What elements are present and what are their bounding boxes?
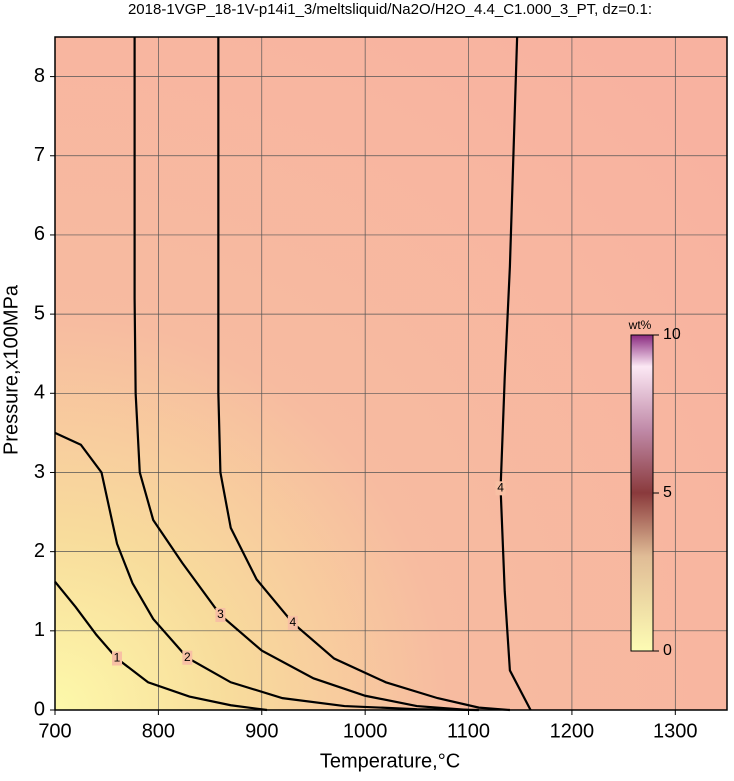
colorbar-tick-label: 10 (663, 326, 681, 343)
x-tick-label: 800 (142, 720, 175, 742)
contour-label-bg (287, 615, 298, 630)
x-tick-label: 1100 (447, 720, 490, 742)
plot-background (55, 37, 727, 710)
contour-label-bg (112, 651, 123, 666)
y-tick-label: 7 (34, 144, 45, 166)
y-tick-label: 0 (34, 698, 45, 720)
contour-line (54, 431, 479, 712)
plot-frame (54, 36, 728, 711)
contour-label: 3 (217, 607, 224, 621)
contour-label-bg (182, 650, 193, 665)
contour-label: 4 (497, 480, 504, 494)
x-tick-label: 1000 (343, 720, 388, 742)
chart-title: 2018-1VGP_18-1V-p14i1_3/meltsliquid/Na2O… (128, 1, 652, 18)
contour-label: 2 (184, 650, 191, 664)
contour-line (133, 37, 469, 712)
y-tick-label: 6 (34, 223, 45, 245)
y-tick-label: 1 (34, 619, 45, 641)
colorbar (630, 334, 654, 652)
x-tick-label: 1300 (653, 720, 698, 742)
contour-label-bg (495, 481, 506, 496)
x-axis-title: Temperature,°C (320, 750, 460, 772)
contour-line (217, 37, 510, 712)
y-tick-label: 2 (34, 540, 45, 562)
y-tick-label: 4 (34, 382, 45, 404)
colorbar-tick-label: 0 (663, 642, 672, 659)
colorbar-label: wt% (628, 318, 652, 332)
x-tick-label: 1200 (550, 720, 595, 742)
y-tick-label: 8 (34, 65, 45, 87)
x-tick-label: 700 (38, 720, 71, 742)
y-axis-title: Pressure,x100MPa (0, 284, 22, 455)
colorbar-tick-label: 5 (663, 484, 672, 501)
contour-label-bg (215, 607, 226, 622)
y-tick-label: 3 (34, 461, 45, 483)
contour-label: 1 (114, 651, 121, 665)
y-tick-label: 5 (34, 302, 45, 324)
contour-label: 4 (289, 615, 296, 629)
contour-line (54, 581, 268, 712)
x-tick-label: 900 (245, 720, 278, 742)
